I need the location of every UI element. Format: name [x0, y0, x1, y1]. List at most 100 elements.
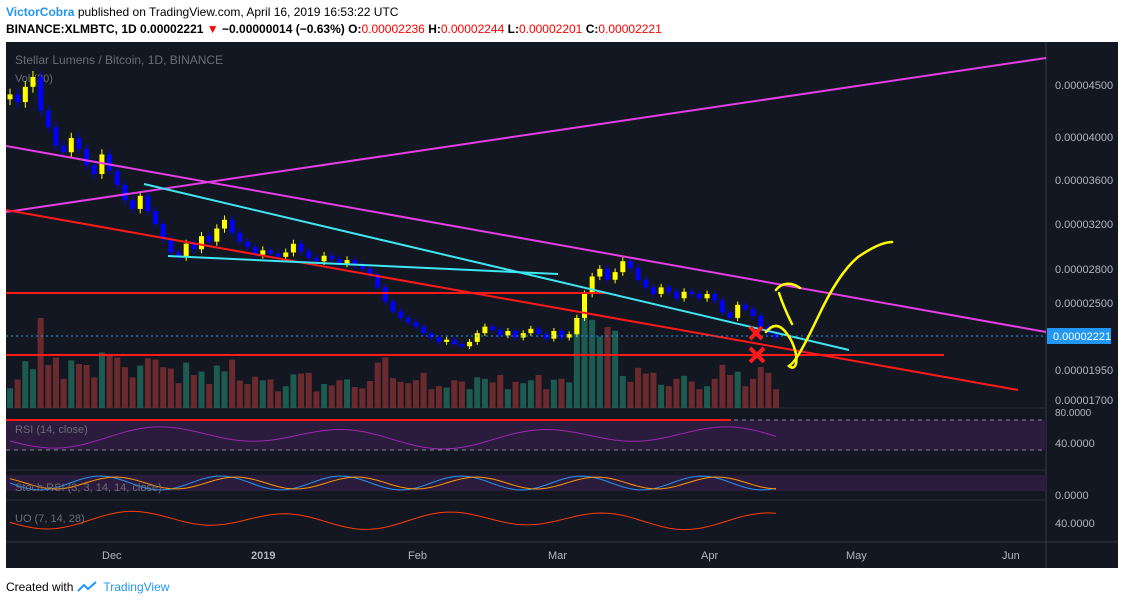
candle-body — [15, 94, 21, 103]
volume-bar — [106, 356, 113, 408]
publish-line: VictorCobra published on TradingView.com… — [6, 4, 1106, 21]
candle-body — [344, 260, 350, 264]
candle-body — [107, 154, 113, 171]
candle-body — [45, 110, 51, 128]
rsi-line — [9, 426, 777, 450]
candle-body — [122, 184, 128, 201]
volume-bar — [213, 365, 220, 408]
volume-bar — [37, 318, 44, 408]
volume-bar — [275, 391, 282, 408]
volume-bar — [244, 384, 251, 408]
volume-bar — [229, 359, 236, 408]
candle-body — [428, 333, 434, 338]
volume-bar — [489, 382, 496, 408]
candle-body — [352, 260, 358, 266]
last-price-text: 0.00002221 — [1053, 331, 1111, 343]
candle-body — [206, 236, 212, 242]
volume-bar — [428, 389, 435, 408]
candle-body — [390, 301, 396, 312]
high-value: 0.00002244 — [440, 22, 505, 36]
volume-bar — [206, 384, 213, 408]
volume-bar — [382, 357, 389, 408]
projection-top-arc[interactable] — [774, 282, 802, 292]
volume-bar — [144, 358, 151, 408]
candle-body — [650, 287, 656, 294]
candle-body — [221, 219, 227, 229]
candle-body — [490, 326, 496, 330]
volume-bar — [367, 381, 374, 408]
volume-bar — [550, 379, 557, 408]
red-falling-trendline[interactable] — [6, 209, 1019, 391]
candle-body — [321, 255, 327, 262]
volume-bar — [160, 367, 167, 408]
candle-body — [505, 330, 511, 336]
candle-body — [413, 322, 419, 327]
candle-body — [283, 252, 289, 257]
candle-body — [84, 148, 90, 166]
uo-label: UO (7, 14, 28) — [15, 513, 85, 525]
volume-bar — [719, 364, 726, 408]
volume-bar — [359, 388, 366, 408]
rsi-label: RSI (14, close) — [15, 424, 88, 436]
candle-body — [336, 259, 342, 264]
down-arrow-icon: ▼ — [206, 22, 219, 36]
volume-bar — [351, 387, 358, 408]
price-tick: 0.00002800 — [1055, 264, 1113, 276]
candle-body — [620, 261, 626, 273]
candle-body — [30, 77, 36, 87]
high-label: H: — [428, 22, 441, 36]
volume-bar — [596, 336, 603, 408]
tradingview-link[interactable]: TradingView — [103, 580, 170, 594]
candle-body — [359, 265, 365, 269]
price-tick: 0.00002500 — [1055, 298, 1113, 310]
candle-body — [382, 287, 388, 302]
projection-path[interactable] — [764, 240, 894, 369]
candle-body — [290, 243, 296, 253]
candle-body — [298, 243, 304, 252]
candle-body — [643, 279, 649, 288]
cyan-base-line[interactable] — [167, 255, 559, 275]
price-axis: 0.00004500 0.00004000 0.00003600 0.00003… — [1055, 80, 1113, 407]
volume-bar — [658, 384, 665, 408]
candle-body — [306, 251, 312, 258]
volume-bar — [773, 389, 779, 408]
candle-body — [168, 239, 174, 253]
candle-body — [604, 268, 610, 280]
volume-bar — [328, 385, 335, 408]
magenta-rising-trendline[interactable] — [6, 57, 1047, 213]
volume-bar — [221, 371, 228, 408]
last-value: 0.00002221 — [140, 22, 204, 36]
volume-bar — [520, 383, 527, 408]
candle-body — [53, 127, 59, 146]
candle-body — [704, 293, 710, 299]
price-tick: 0.00004000 — [1055, 132, 1113, 144]
volume-bar — [642, 373, 649, 408]
low-value: 0.00002201 — [518, 22, 583, 36]
volume-bar — [558, 378, 565, 408]
stoch-label: Stoch RSI (3, 3, 14, 14, close) — [15, 482, 162, 494]
ohlc-line: BINANCE:XLMBTC, 1D 0.00002221 ▼ −0.00000… — [6, 21, 1106, 38]
candle-body — [329, 255, 335, 260]
volume-bar — [374, 362, 381, 408]
author-link[interactable]: VictorCobra — [6, 5, 75, 19]
stoch-k-line — [9, 475, 777, 491]
candle-body — [260, 250, 266, 255]
cyan-trendline[interactable] — [143, 183, 850, 351]
price-chart[interactable]: Stellar Lumens / Bitcoin, 1D, BINANCE Vo… — [6, 42, 1118, 568]
volume-bar — [420, 372, 427, 408]
time-tick: May — [846, 550, 867, 562]
candle-body — [627, 261, 633, 268]
candle-body — [689, 291, 695, 294]
rsi-tick: 80.0000 — [1055, 408, 1092, 419]
volume-bar — [512, 381, 519, 408]
candle-body — [267, 250, 273, 254]
candle-body — [7, 94, 13, 100]
candle-body — [367, 268, 373, 275]
magenta-falling-trendline[interactable] — [6, 145, 1047, 333]
candle-body — [474, 333, 480, 342]
volume-bar — [481, 378, 488, 408]
volume-bar — [14, 379, 21, 408]
candle-body — [436, 337, 442, 342]
projection-upper-stroke[interactable] — [777, 291, 794, 326]
candle-body — [566, 334, 572, 338]
